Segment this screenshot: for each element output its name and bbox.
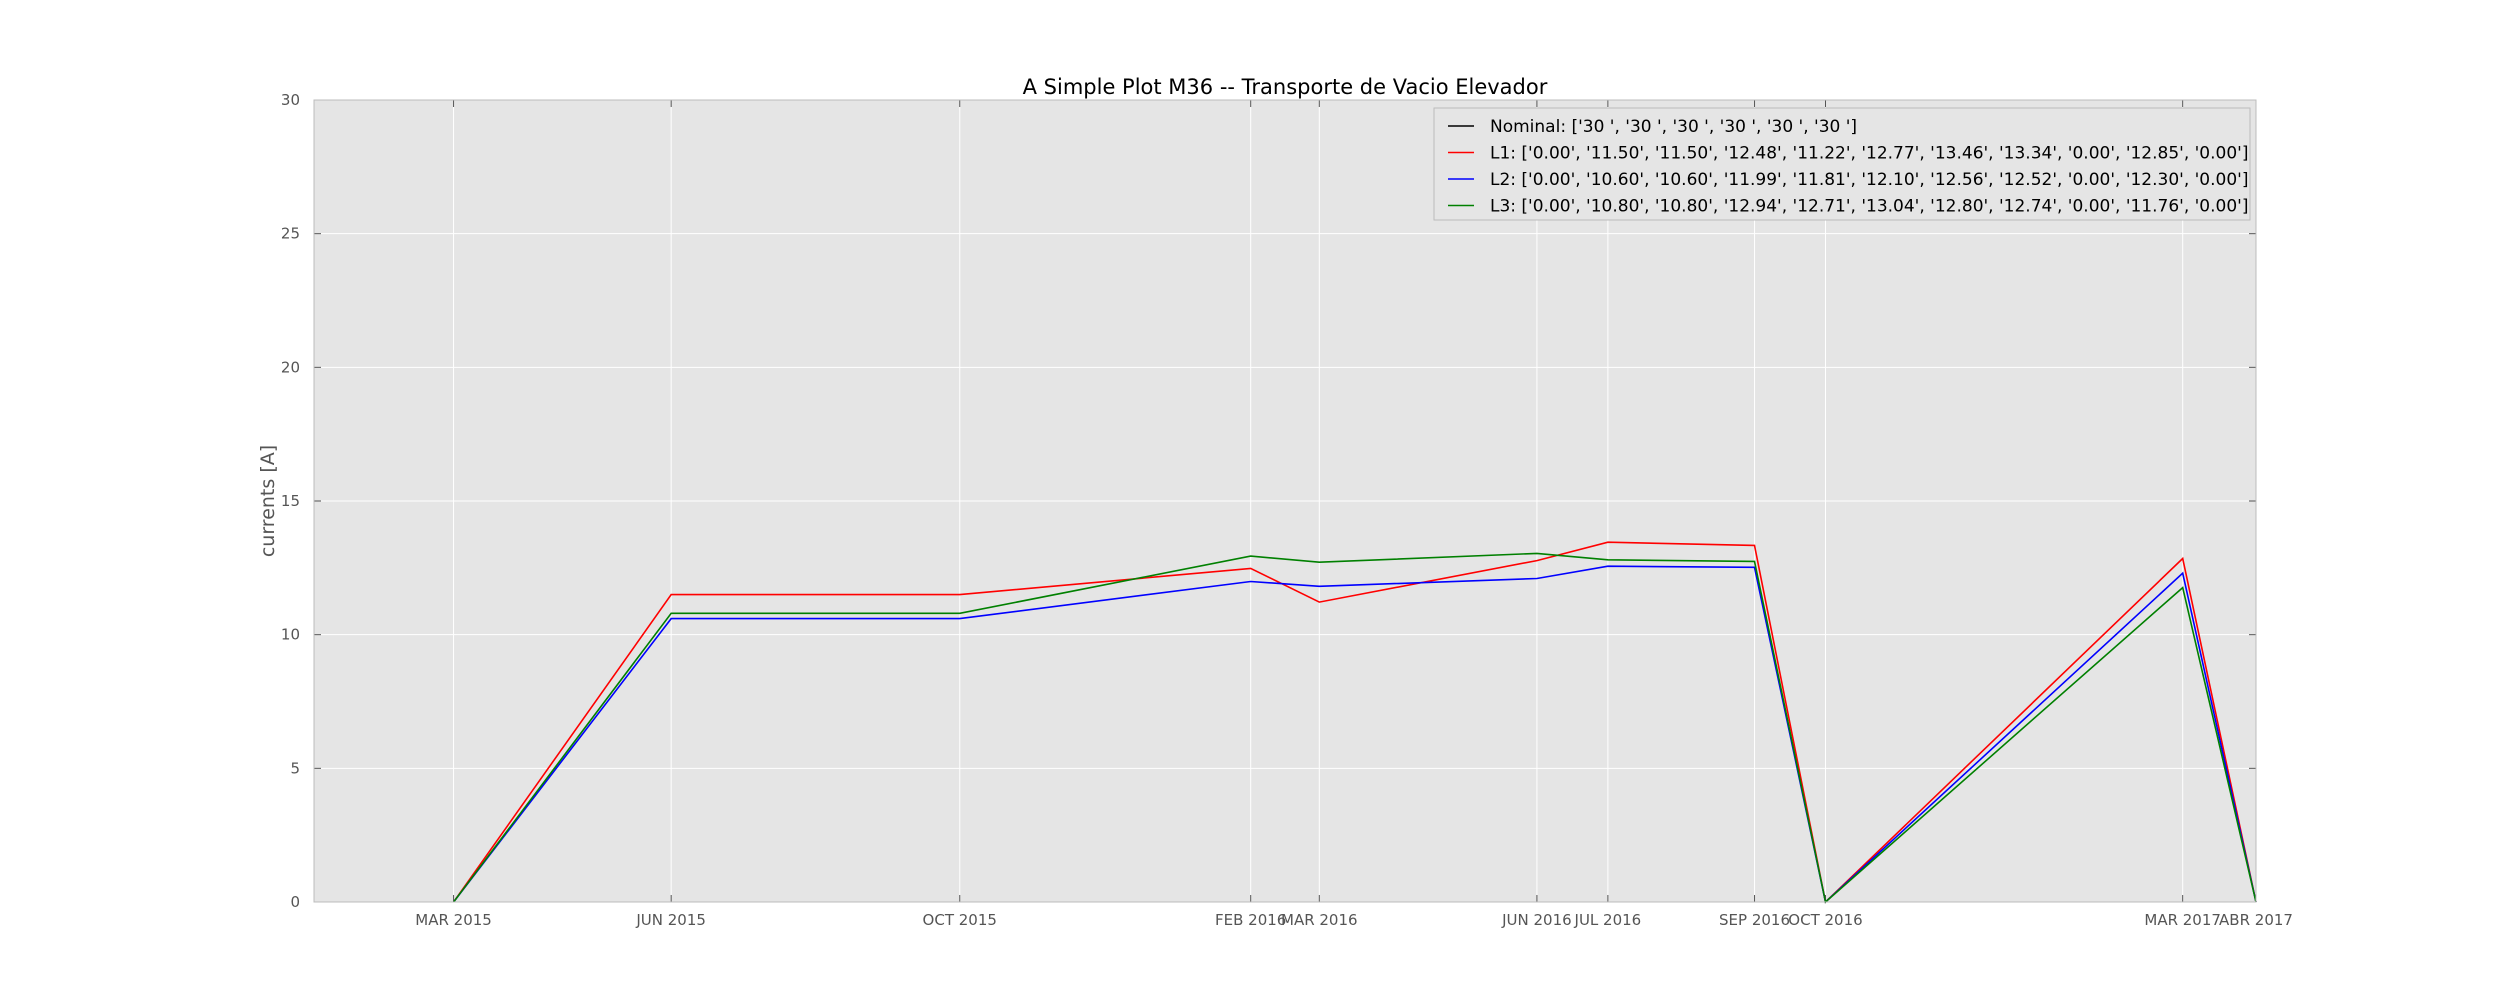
y-tick-label: 25 [281, 225, 300, 243]
legend-entry: L3: ['0.00', '10.80', '10.80', '12.94', … [1490, 197, 2248, 217]
legend-entry: L1: ['0.00', '11.50', '11.50', '12.48', … [1490, 144, 2248, 164]
x-tick-label: JUN 2015 [635, 911, 706, 929]
x-tick-label: SEP 2016 [1719, 911, 1790, 929]
x-tick-label: MAR 2017 [2144, 911, 2221, 929]
y-tick-label: 20 [281, 358, 300, 376]
series-line-l1 [452, 541, 2257, 904]
grid-layer [314, 99, 2257, 903]
series-line-l3 [452, 552, 2257, 904]
x-tick-label: MAR 2015 [415, 911, 492, 929]
plot-frame [313, 99, 2257, 903]
y-tick-label: 10 [281, 626, 300, 644]
y-tick-label: 30 [281, 91, 300, 109]
legend-entry: Nominal: ['30 ', '30 ', '30 ', '30 ', '3… [1490, 117, 1857, 137]
series-line-l2 [452, 565, 2257, 904]
y-tick-label: 5 [290, 759, 300, 777]
legend: Nominal: ['30 ', '30 ', '30 ', '30 ', '3… [1433, 107, 2251, 221]
legend-box [1433, 107, 2251, 221]
chart-title: A Simple Plot M36 -- Transporte de Vacio… [1023, 75, 1548, 99]
x-tick-label: JUL 2016 [1574, 911, 1642, 929]
ticks-layer: 0 5 10 15 20 25 30 MAR 2015 JUN 2015 OCT 2015 FEB … [281, 91, 2293, 929]
x-tick-label: OCT 2016 [1788, 911, 1862, 929]
legend-entry: L2: ['0.00', '10.60', '10.60', '11.99', … [1490, 170, 2248, 190]
x-tick-label: FEB 2016 [1215, 911, 1286, 929]
y-axis-label: currents [A] [257, 445, 279, 557]
series-layer [452, 541, 2257, 904]
x-tick-label: OCT 2015 [923, 911, 997, 929]
y-tick-label: 15 [281, 492, 300, 510]
x-tick-label: ABR 2017 [2219, 911, 2293, 929]
x-tick-label: MAR 2016 [1281, 911, 1358, 929]
x-tick-label: JUN 2016 [1501, 911, 1572, 929]
y-tick-label: 0 [290, 893, 300, 911]
